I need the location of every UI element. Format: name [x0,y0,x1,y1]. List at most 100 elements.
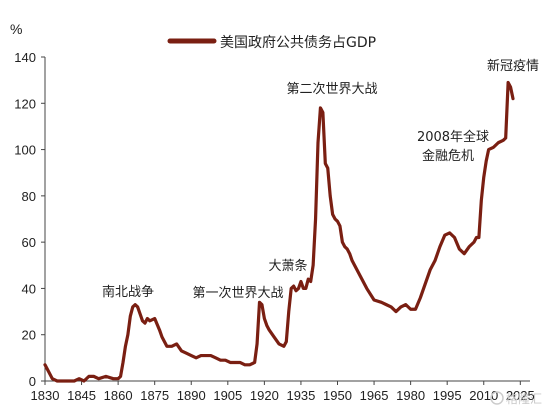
data-point [263,317,266,320]
data-point [56,380,58,382]
data-point [73,380,76,382]
x-tick-label: 2010 [469,388,498,403]
data-point [373,299,375,301]
x-tick-label: 1830 [31,388,60,403]
data-point [492,146,495,149]
data-point [443,234,446,236]
data-point [122,361,124,364]
y-tick-label: 0 [29,374,36,389]
data-point [463,252,466,255]
annotations: 南北战争 第一次世界大战 大萧条 第二次世界大战 2008年全球 金融危机 新冠… [102,58,539,301]
y-tick-label: 60 [22,235,36,250]
data-point [124,345,127,348]
data-point [351,259,353,262]
data-point [329,195,331,197]
data-point [509,86,512,88]
data-point [161,336,163,338]
data-point [485,160,487,162]
data-point [305,287,307,290]
data-point [112,377,115,380]
x-ticks: 1830 1845 1860 1875 1890 1905 1920 1935 1950 1965… [31,381,535,403]
data-point [473,241,475,243]
annotation-covid: 新冠疫情 [487,58,539,74]
data-point [66,380,68,382]
annotation-ww2: 第二次世界大战 [286,81,377,97]
data-point [478,236,480,239]
annotation-gfc-line2: 金融危机 [422,148,474,164]
data-point [261,303,263,306]
data-point [141,320,144,322]
data-point [92,375,95,378]
data-point [149,320,151,322]
data-point [453,236,456,239]
data-point [300,280,302,283]
data-point [248,364,251,366]
data-point [46,368,49,371]
data-point [158,329,161,331]
data-point [482,176,485,179]
data-point [468,245,470,248]
data-point [273,336,275,338]
axes [44,57,530,382]
y-tick-label: 100 [14,143,36,158]
annotation-gfc-line1: 2008年全球 [417,129,489,145]
data-point [258,301,261,304]
data-point [83,380,85,382]
data-point [229,361,232,364]
watermark-logo-icon [490,391,504,405]
data-point [429,269,431,271]
data-point [334,218,336,220]
data-point [285,340,288,343]
data-points [44,81,514,382]
data-point [324,162,327,165]
data-point [88,375,90,378]
data-point [44,364,46,366]
data-point [319,107,322,109]
data-point [200,354,202,357]
x-tick-label: 1935 [286,388,315,403]
data-point [409,308,412,311]
data-point [348,252,351,255]
data-point [361,278,363,280]
watermark: 格隆汇 [490,391,542,406]
data-point [448,232,451,234]
data-point [314,218,317,220]
data-point [61,380,63,382]
data-point [458,248,461,250]
x-tick-label: 1995 [433,388,462,403]
data-point [214,357,217,359]
data-point [326,167,329,169]
x-tick-label: 1890 [177,388,206,403]
y-axis-unit: % [10,21,22,37]
data-point [283,345,285,348]
data-point [512,97,514,100]
data-point [295,289,297,292]
x-tick-label: 1875 [140,388,169,403]
data-point [336,220,339,223]
data-point [290,287,292,290]
data-point [166,345,168,348]
data-point [136,306,139,308]
data-point [129,315,132,318]
annotation-great-depression: 大萧条 [268,258,307,274]
data-point [497,141,500,144]
x-tick-label: 1950 [323,388,352,403]
data-point [331,213,334,216]
x-tick-label: 1860 [104,388,133,403]
data-point [424,283,427,285]
data-point [195,357,197,359]
data-point [309,280,312,283]
y-tick-label: 120 [14,96,36,111]
data-point [256,343,258,345]
data-point [224,359,227,361]
data-point [480,199,483,202]
data-point [97,377,100,380]
data-point [268,329,271,331]
data-point [209,354,212,357]
annotation-civil-war: 南北战争 [102,284,154,300]
y-tick-label: 80 [22,189,36,204]
data-point [504,137,507,139]
data-point [139,313,141,315]
x-tick-label: 1905 [213,388,242,403]
